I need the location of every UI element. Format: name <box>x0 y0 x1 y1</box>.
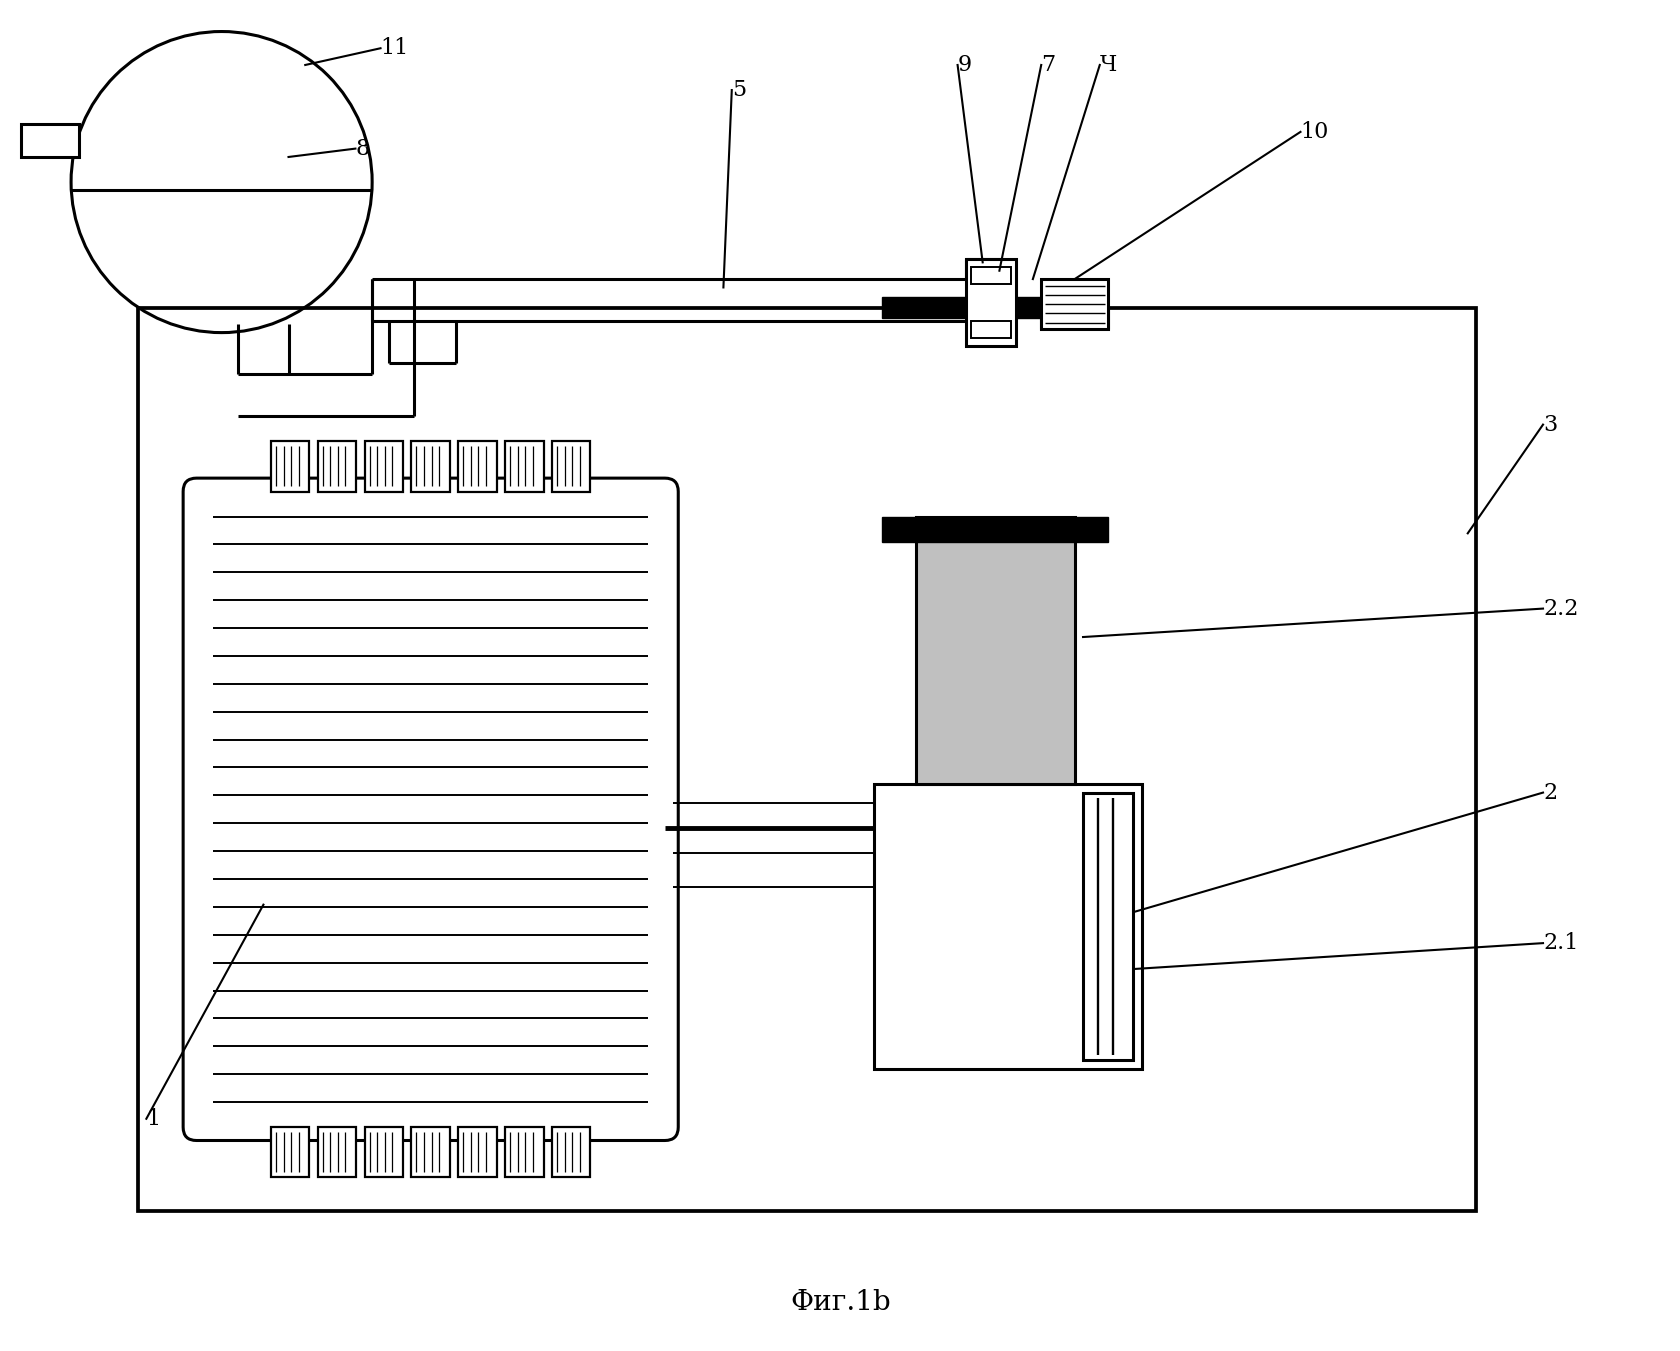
Bar <box>412 442 450 492</box>
Bar <box>504 442 543 492</box>
Bar <box>504 1127 543 1177</box>
Bar <box>916 516 1074 784</box>
Bar <box>318 442 356 492</box>
Text: 2.1: 2.1 <box>1542 932 1578 954</box>
Bar <box>966 259 1015 346</box>
Text: 1: 1 <box>146 1108 160 1129</box>
Text: 2.2: 2.2 <box>1542 597 1578 620</box>
FancyBboxPatch shape <box>183 478 677 1140</box>
Bar <box>270 1127 309 1177</box>
Bar <box>882 297 1107 317</box>
Text: 8: 8 <box>354 138 370 159</box>
Text: 7: 7 <box>1040 54 1055 76</box>
Bar <box>365 1127 403 1177</box>
Bar <box>971 267 1010 284</box>
Bar <box>365 442 403 492</box>
Text: 3: 3 <box>1542 413 1556 435</box>
Bar <box>412 1127 450 1177</box>
Bar <box>459 442 497 492</box>
Text: Фиг.1b: Фиг.1b <box>790 1289 890 1316</box>
Text: 5: 5 <box>731 80 746 101</box>
Bar <box>270 442 309 492</box>
Bar <box>971 322 1010 338</box>
Text: 9: 9 <box>958 54 971 76</box>
Bar <box>20 123 79 157</box>
Bar <box>1040 280 1107 330</box>
Bar <box>1082 793 1132 1061</box>
Bar <box>551 442 590 492</box>
Bar <box>882 516 1107 542</box>
Bar <box>459 1127 497 1177</box>
Bar <box>318 1127 356 1177</box>
Text: 2: 2 <box>1542 782 1556 804</box>
Bar <box>138 308 1475 1210</box>
Bar <box>551 1127 590 1177</box>
Bar <box>874 784 1141 1069</box>
Text: Ч: Ч <box>1099 54 1116 76</box>
Text: 10: 10 <box>1300 120 1329 143</box>
Text: 11: 11 <box>380 38 408 59</box>
